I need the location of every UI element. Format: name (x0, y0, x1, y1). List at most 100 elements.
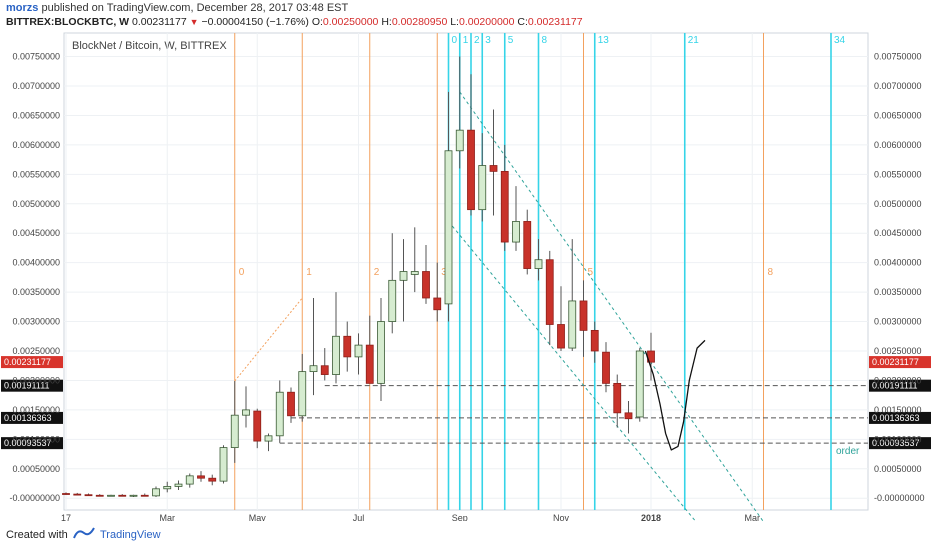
candle-body[interactable] (107, 494, 115, 497)
last-price-tag-right-label: 0.00231177 (872, 357, 919, 367)
candle-body[interactable] (467, 129, 475, 211)
candle-body[interactable] (298, 371, 307, 417)
candle-body[interactable] (557, 324, 565, 349)
y-tick-label-left: -0.00000000 (9, 493, 60, 503)
candle-body[interactable] (635, 350, 644, 418)
candle-body[interactable] (264, 435, 273, 442)
candle-body[interactable] (545, 259, 554, 325)
last-price-tag-right (869, 356, 931, 369)
candle-body[interactable] (354, 344, 363, 358)
trend-channel-upper[interactable] (459, 91, 764, 521)
candle-body[interactable] (478, 165, 487, 211)
tradingview-brand-link[interactable]: TradingView (100, 529, 161, 541)
ohlc-line: BITTREX:BLOCKBTC, W 0.00231177 ▼ −0.0000… (6, 16, 583, 28)
y-tick-label-left: 0.00250000 (12, 346, 60, 356)
candle-body[interactable] (174, 483, 183, 487)
candle-body[interactable] (489, 165, 498, 172)
candle-body[interactable] (219, 447, 228, 482)
publish-line: morzs published on TradingView.com, Dece… (6, 2, 348, 14)
fib-diagonal-line (234, 297, 303, 382)
candle-body[interactable] (230, 414, 239, 448)
candle-body[interactable] (590, 329, 599, 352)
candle-body[interactable] (568, 300, 577, 349)
candle-body[interactable] (140, 494, 149, 497)
candle-body[interactable] (253, 410, 262, 442)
candle-body[interactable] (500, 170, 509, 243)
y-tick-label-right: -0.00000000 (874, 493, 925, 503)
candle-body[interactable] (455, 129, 464, 152)
candle-body[interactable] (185, 475, 194, 485)
candle-body[interactable] (332, 335, 340, 375)
candle-body[interactable] (309, 365, 318, 373)
candle-body[interactable] (444, 150, 453, 305)
candle-body[interactable] (388, 279, 397, 322)
x-tick-label: 2018 (641, 513, 661, 521)
candle-body[interactable] (84, 494, 93, 497)
candle-body[interactable] (602, 351, 610, 384)
fib-time-label-cyan: 5 (508, 35, 514, 46)
x-tick-label: Mar (160, 513, 176, 521)
fib-time-label-cyan: 34 (834, 35, 846, 46)
candle-body[interactable] (399, 271, 408, 281)
candle-body[interactable] (320, 365, 329, 375)
candle-body[interactable] (287, 391, 295, 417)
candle-body[interactable] (433, 297, 442, 311)
candle-body[interactable] (163, 486, 172, 490)
chart-title: BlockNet / Bitcoin, W, BITTREX (72, 40, 227, 52)
candle-body[interactable] (410, 271, 419, 275)
projection-drawing[interactable] (644, 339, 706, 451)
y-tick-label-left: 0.00550000 (12, 169, 60, 179)
candle-body[interactable] (422, 271, 430, 299)
level-tag-right (869, 437, 931, 450)
candle-body[interactable] (624, 412, 633, 420)
fib-time-label-cyan: 8 (542, 35, 548, 46)
fib-time-label-cyan: 21 (688, 35, 700, 46)
trend-channel-lower[interactable] (448, 221, 697, 521)
y-tick-label-right: 0.00100000 (874, 434, 922, 444)
y-tick-label-left: 0.00350000 (12, 287, 60, 297)
candle-body[interactable] (377, 321, 385, 384)
x-tick-label: Sep (452, 513, 468, 521)
candle-body[interactable] (118, 494, 127, 497)
fib-time-label-cyan: 0 (452, 35, 458, 46)
open-label: O: (311, 16, 323, 28)
level-tag-left (1, 411, 63, 424)
candlestick-chart[interactable]: BlockNet / Bitcoin, W, BITTREX 0 1 2 3 5 80 1 2… (0, 0, 932, 521)
candle-body[interactable] (152, 488, 160, 497)
y-tick-label-right: 0.00200000 (874, 375, 922, 385)
x-tick-label: May (249, 513, 267, 521)
last-price-tag-left (1, 356, 63, 369)
author-name[interactable]: morzs (6, 2, 39, 14)
fib-time-label-cyan: 1 (463, 35, 469, 46)
change-value: −0.00004150 (−1.76%) (201, 16, 309, 28)
y-tick-label-left: 0.00450000 (12, 228, 60, 238)
candle-body[interactable] (523, 221, 532, 269)
y-tick-label-left: 0.00100000 (12, 434, 60, 444)
candle-body[interactable] (208, 477, 217, 482)
y-tick-label-right: 0.00700000 (874, 81, 922, 91)
candle-body[interactable] (62, 493, 70, 495)
y-tick-label-right: 0.00650000 (874, 110, 922, 120)
level-tag-right-label: 0.00093537 (872, 438, 920, 448)
candle-body[interactable] (365, 344, 374, 384)
level-tag-left (1, 437, 63, 450)
y-tick-label-left: 0.00300000 (12, 317, 60, 327)
candle-body[interactable] (534, 259, 543, 269)
fib-time-label-cyan: 2 (474, 35, 480, 46)
candle-body[interactable] (275, 391, 284, 437)
level-tag-right (869, 411, 931, 424)
candle-body[interactable] (579, 300, 588, 331)
candle-body[interactable] (95, 494, 104, 497)
candle-body[interactable] (129, 494, 138, 497)
candle-body[interactable] (197, 475, 205, 479)
candle-body[interactable] (613, 382, 622, 414)
down-arrow-icon: ▼ (189, 17, 199, 27)
candle-body[interactable] (512, 221, 520, 243)
candle-body[interactable] (73, 493, 82, 496)
last-price: 0.00231177 (132, 16, 187, 28)
candle-body[interactable] (242, 409, 250, 416)
fib-time-label-orange: 5 (588, 267, 594, 278)
x-tick-label: Nov (553, 513, 570, 521)
candle-body[interactable] (343, 335, 352, 358)
y-tick-label-right: 0.00150000 (874, 405, 922, 415)
